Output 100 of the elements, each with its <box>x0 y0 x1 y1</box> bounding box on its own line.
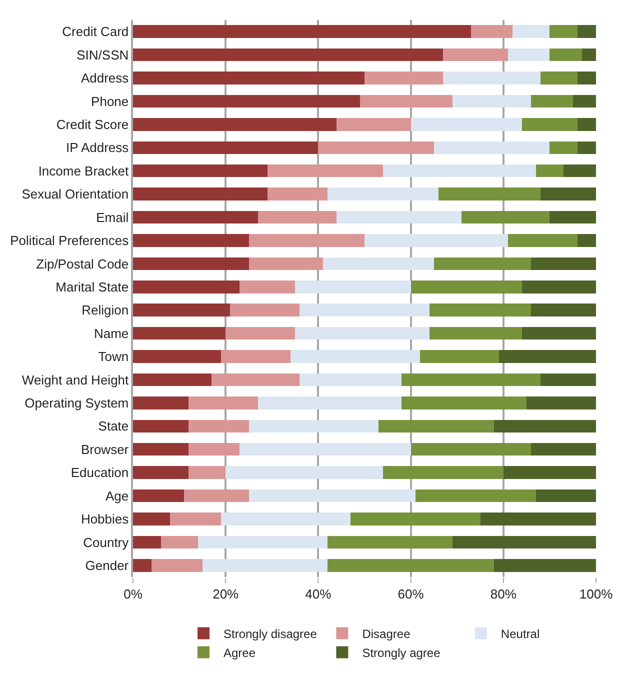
x-tick-label: 20% <box>212 586 240 602</box>
bar <box>188 442 240 456</box>
bar <box>133 512 170 526</box>
bar <box>336 118 411 131</box>
bar <box>572 94 596 108</box>
bar <box>248 489 416 502</box>
bar <box>531 442 596 456</box>
bar <box>350 512 480 526</box>
bar <box>522 118 578 131</box>
bar <box>212 373 300 386</box>
legend-label: Neutral <box>500 626 540 641</box>
bar <box>480 512 596 526</box>
bar <box>522 326 596 340</box>
bar <box>258 396 402 410</box>
bar <box>133 25 471 38</box>
bar <box>258 210 337 224</box>
bar <box>494 559 596 572</box>
bar <box>415 489 536 502</box>
legend-label: Disagree <box>362 626 411 641</box>
x-tick-label: 100% <box>579 586 614 602</box>
y-tick-label: Operating System <box>24 395 129 410</box>
bar <box>550 141 578 154</box>
bar <box>564 164 596 178</box>
bar <box>383 164 536 178</box>
bar <box>577 25 596 38</box>
bar <box>152 559 202 572</box>
bar <box>133 48 444 62</box>
bar <box>133 118 337 131</box>
bar <box>498 350 596 363</box>
bar <box>133 466 189 479</box>
bar <box>133 420 189 433</box>
bar <box>290 350 420 363</box>
y-tick-label: State <box>98 418 129 434</box>
y-tick-label: Weight and Height <box>22 372 130 388</box>
bar <box>248 257 323 270</box>
x-tick-label: 80% <box>490 586 517 602</box>
bar <box>133 257 249 270</box>
bar <box>184 489 249 502</box>
bar <box>295 326 430 340</box>
x-tick-label: 0% <box>124 586 143 602</box>
bar <box>438 188 540 200</box>
bar <box>133 234 249 247</box>
bar <box>220 350 290 363</box>
bar <box>133 280 240 294</box>
bar <box>540 373 596 386</box>
bar <box>230 304 300 316</box>
bar <box>133 72 364 84</box>
legend-label: Strongly agree <box>362 646 441 660</box>
bar <box>300 304 430 316</box>
bar <box>133 326 226 340</box>
bar <box>248 234 364 247</box>
bar <box>360 94 452 108</box>
bar <box>188 396 258 410</box>
y-tick-label: Income Bracket <box>38 163 130 178</box>
bar <box>470 25 513 38</box>
bar <box>531 304 596 316</box>
bar <box>133 164 268 178</box>
bar <box>239 442 411 456</box>
y-tick-label: Political Preferences <box>10 233 130 248</box>
y-tick-label: Age <box>106 488 129 504</box>
bar <box>550 210 596 224</box>
bar <box>540 188 596 200</box>
bar <box>429 304 532 316</box>
y-tick-label: Phone <box>91 94 129 109</box>
bar <box>526 396 596 410</box>
bar <box>300 373 402 386</box>
bar <box>443 72 540 84</box>
bar <box>133 304 230 316</box>
bar <box>522 280 596 294</box>
bar <box>577 234 596 247</box>
bar <box>364 234 508 247</box>
bar <box>133 489 184 502</box>
y-tick-label: Zip/Postal Code <box>36 256 129 272</box>
bar <box>512 25 550 38</box>
bar <box>133 94 360 108</box>
y-tick-label: Sexual Orientation <box>22 186 129 202</box>
bar <box>503 466 596 479</box>
bar <box>188 420 249 433</box>
bar <box>402 396 527 410</box>
y-tick-label: Credit Card <box>62 24 129 40</box>
bar <box>239 280 296 294</box>
bar <box>508 48 550 62</box>
legend-label: Strongly disagree <box>224 626 318 641</box>
bar <box>133 559 152 572</box>
bar <box>327 536 452 549</box>
y-tick-label: Email <box>96 210 129 225</box>
bar <box>267 164 384 178</box>
bar <box>452 536 596 549</box>
x-tick-label: 40% <box>305 586 332 602</box>
bar <box>410 280 522 294</box>
bar <box>248 420 378 433</box>
legend-label: Agree <box>224 646 256 660</box>
bar <box>508 234 578 247</box>
bar <box>383 466 504 479</box>
bar <box>550 25 578 38</box>
bar <box>536 164 564 178</box>
y-tick-label: Country <box>83 534 130 550</box>
bar <box>133 536 161 549</box>
bar <box>133 141 318 154</box>
y-tick-label: Name <box>94 326 129 341</box>
